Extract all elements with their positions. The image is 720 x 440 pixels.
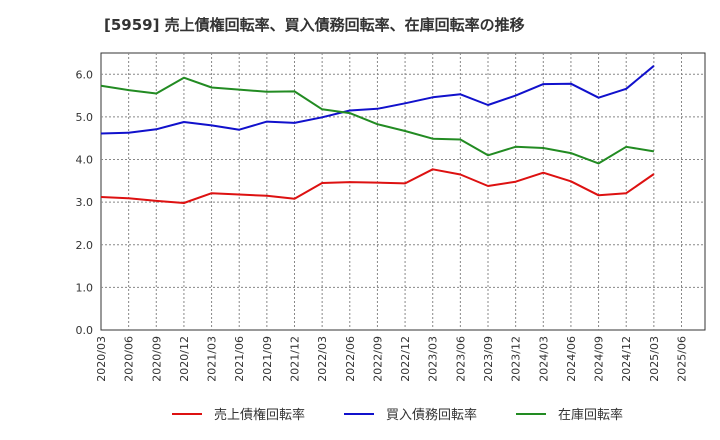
- x-tick-label: 2023/03: [427, 336, 440, 382]
- y-tick-label: 5.0: [76, 111, 94, 124]
- legend-label-1: 売上債権回転率: [214, 407, 305, 423]
- series-line-2: [100, 65, 655, 135]
- x-tick-label: 2020/03: [95, 336, 108, 382]
- x-tick-label: 2020/12: [178, 336, 191, 382]
- x-tick-label: 2024/03: [537, 336, 550, 382]
- y-tick-label: 6.0: [76, 68, 94, 81]
- legend-label-2: 買入債務回転率: [386, 407, 477, 423]
- x-tick-label: 2024/12: [620, 336, 633, 382]
- x-tick-label: 2022/12: [399, 336, 412, 382]
- series-line-3: [100, 76, 655, 165]
- x-tick-label: 2021/06: [233, 336, 246, 382]
- series-lines: [100, 65, 655, 204]
- x-tick-label: 2021/12: [289, 336, 302, 382]
- legend-label-3: 在庫回転率: [558, 407, 623, 423]
- x-tick-label: 2023/09: [482, 336, 495, 382]
- x-tick-label: 2024/06: [565, 336, 578, 382]
- x-tick-label: 2025/06: [676, 336, 689, 382]
- x-tick-label: 2024/09: [593, 336, 606, 382]
- chart-title: [5959] 売上債権回転率、買入債務回転率、在庫回転率の推移: [104, 16, 525, 34]
- plot-area: [100, 52, 706, 331]
- x-tick-label: 2020/09: [150, 336, 163, 382]
- y-tick-label: 3.0: [76, 196, 94, 209]
- x-axis-ticks: 2020/03 2020/06 2020/09 2020/12 2021/03 2021/…: [95, 336, 689, 382]
- horizontal-gridlines: [101, 73, 705, 288]
- series-line-1: [100, 168, 655, 204]
- x-tick-label: 2021/03: [206, 336, 219, 382]
- x-tick-label: 2023/06: [454, 336, 467, 382]
- x-tick-label: 2025/03: [648, 336, 661, 382]
- y-axis-ticks: 0.0 1.0 2.0 3.0 4.0 5.0 6.0: [76, 68, 94, 337]
- y-tick-label: 0.0: [76, 324, 94, 337]
- y-tick-label: 4.0: [76, 154, 94, 167]
- legend: 売上債権回転率 買入債務回転率 在庫回転率: [172, 407, 623, 423]
- x-tick-label: 2022/09: [371, 336, 384, 382]
- x-tick-label: 2021/09: [261, 336, 274, 382]
- y-tick-label: 1.0: [76, 281, 94, 294]
- y-tick-label: 2.0: [76, 239, 94, 252]
- x-tick-label: 2020/06: [123, 336, 136, 382]
- x-tick-label: 2022/06: [344, 336, 357, 382]
- x-tick-label: 2023/12: [510, 336, 523, 382]
- x-tick-label: 2022/03: [316, 336, 329, 382]
